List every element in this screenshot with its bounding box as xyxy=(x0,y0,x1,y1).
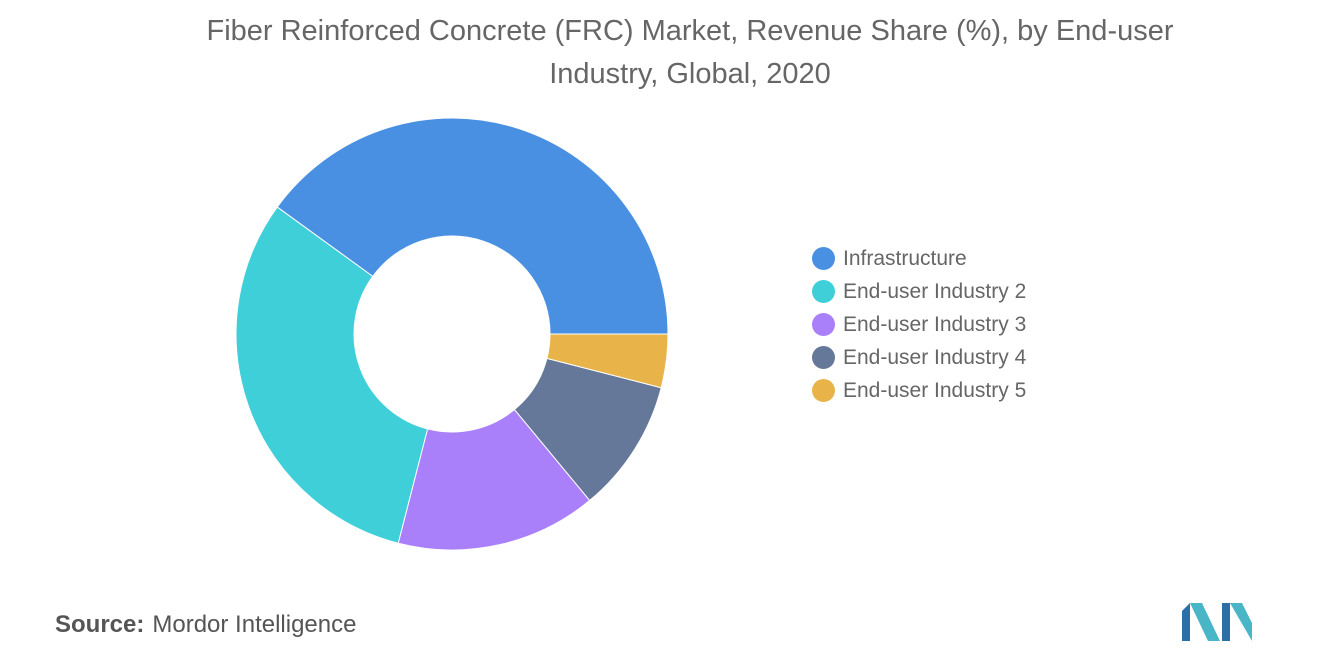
donut-slice-3 xyxy=(397,408,591,551)
legend-item: End-user Industry 3 xyxy=(812,308,1026,341)
legend-item: Infrastructure xyxy=(812,242,1026,275)
legend-swatch xyxy=(812,346,835,369)
source-label: Source: xyxy=(55,611,145,638)
legend-item: End-user Industry 5 xyxy=(812,374,1026,407)
legend-label: End-user Industry 3 xyxy=(843,312,1027,336)
source-text: Mordor Intelligence xyxy=(152,611,357,638)
legend-label: Infrastructure xyxy=(843,246,967,270)
legend-swatch xyxy=(812,379,835,402)
legend-swatch xyxy=(812,313,835,336)
legend-item: End-user Industry 2 xyxy=(812,275,1026,308)
legend-item: End-user Industry 4 xyxy=(812,341,1026,374)
legend-label: End-user Industry 2 xyxy=(843,279,1027,303)
source-note: Source: Mordor Intelligence xyxy=(55,611,356,639)
donut-slice-2 xyxy=(235,206,429,544)
legend-label: End-user Industry 5 xyxy=(843,378,1027,402)
chart-legend: Infrastructure End-user Industry 2 End-u… xyxy=(812,242,1026,407)
mordor-logo-icon xyxy=(1182,603,1252,641)
donut-slice-1 xyxy=(276,117,669,335)
donut-slice-5 xyxy=(546,333,669,389)
legend-swatch xyxy=(812,280,835,303)
chart-title: Fiber Reinforced Concrete (FRC) Market, … xyxy=(206,15,1174,90)
legend-swatch xyxy=(812,247,835,270)
legend-label: End-user Industry 4 xyxy=(843,345,1027,369)
